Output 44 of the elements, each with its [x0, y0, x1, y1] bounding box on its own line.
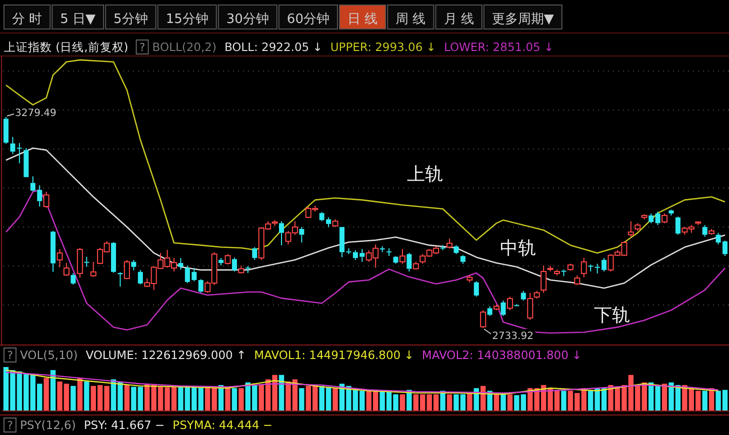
- bar: [225, 386, 230, 411]
- text: 分 时: [12, 12, 42, 27]
- chart-title: 上证指数 (日线,前复权): [4, 40, 128, 54]
- bar: [198, 387, 204, 411]
- bar: [440, 390, 446, 411]
- text: 5 日▼: [60, 12, 96, 27]
- text: 30分钟: [226, 12, 269, 27]
- text: 周 线: [396, 12, 426, 27]
- annotation: 下轨: [594, 305, 630, 326]
- bar: [332, 388, 338, 411]
- text: ?: [7, 419, 14, 432]
- bar: [124, 385, 130, 411]
- bar: [400, 394, 406, 411]
- bar: [70, 386, 76, 411]
- bar: [446, 394, 452, 411]
- bar: [50, 370, 56, 411]
- text: 60分钟: [286, 12, 330, 27]
- text: ?: [7, 349, 14, 362]
- annotation: 上轨: [407, 164, 443, 185]
- text: PSY(12,6): [20, 418, 76, 432]
- bar: [467, 392, 472, 411]
- text: 5分钟: [114, 12, 148, 27]
- bar: [662, 384, 668, 411]
- bar: [84, 382, 90, 411]
- text: 15分钟: [166, 12, 208, 27]
- text: 日 线: [347, 12, 378, 27]
- bar: [232, 388, 238, 411]
- text: ?: [139, 41, 146, 54]
- bar: [299, 388, 304, 411]
- bar: [238, 388, 244, 411]
- bar: [507, 394, 513, 411]
- bar: [500, 392, 506, 411]
- text: PSYMA: 44.444 −: [172, 418, 273, 432]
- text: 更多周期▼: [492, 12, 554, 27]
- bar: [44, 378, 49, 411]
- chart-title: VOL(5,10): [20, 348, 78, 362]
- bar: [561, 390, 566, 411]
- annotation: 3279.49: [15, 108, 56, 119]
- text: 月 线: [444, 12, 474, 27]
- chart-subtitle: BOLL(20,2): [152, 40, 216, 54]
- bar: [702, 390, 708, 411]
- text: PSY: 41.667 −: [84, 418, 165, 432]
- annotation: 中轨: [500, 238, 536, 259]
- bar: [494, 394, 500, 411]
